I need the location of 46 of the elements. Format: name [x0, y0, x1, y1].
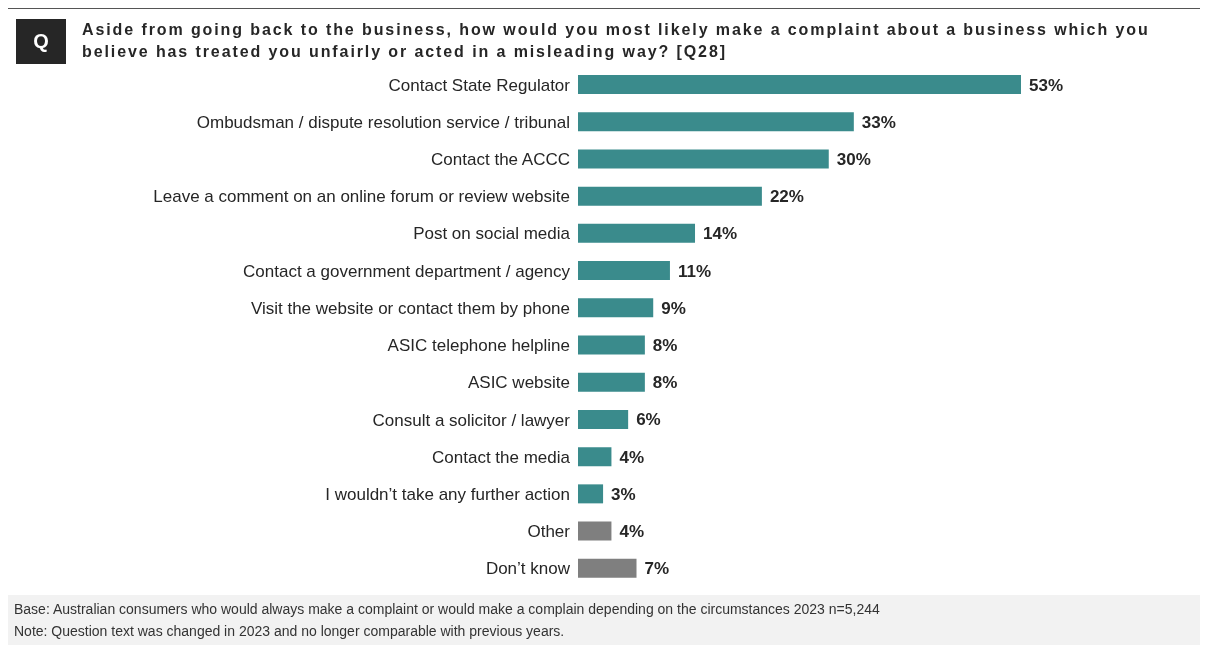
- question-badge: Q: [16, 19, 66, 64]
- text: Note: Question text was changed in 2023 and no longer comparable with previous years.: [14, 622, 566, 641]
- bar: [578, 521, 612, 541]
- bar: [578, 372, 645, 392]
- bar: [578, 149, 829, 169]
- y-tick-label: Post on social media: [413, 224, 571, 244]
- bar: [578, 75, 1021, 94]
- y-tick-label: I wouldn’t take any further action: [325, 485, 570, 504]
- data-label: 4%: [619, 522, 645, 542]
- bar: [578, 223, 696, 243]
- y-tick-label: Contact the ACCC: [431, 150, 570, 170]
- bar: [578, 186, 762, 206]
- bar: [578, 335, 645, 355]
- y-tick-label: Contact a government department / agency: [243, 261, 571, 281]
- data-label: 11%: [677, 261, 712, 281]
- bar: [578, 409, 629, 429]
- y-tick-label: ASIC website: [467, 373, 570, 393]
- y-tick-label: Other: [527, 522, 571, 542]
- data-label: 6%: [636, 410, 661, 430]
- chart-title: Aside from going back to the business, how would you most likely make a complaint about a business which you believe has treated you unfairly or acted in a misleading way? [Q28]: [82, 20, 1151, 62]
- bar: [578, 261, 670, 281]
- data-label: 53%: [1029, 75, 1064, 95]
- bar: [578, 112, 854, 132]
- bar: [578, 447, 612, 467]
- data-label: 14%: [703, 224, 738, 244]
- data-label: 9%: [661, 298, 686, 318]
- bar: [578, 558, 637, 578]
- data-label: 7%: [644, 559, 670, 579]
- bar: [578, 298, 654, 318]
- y-tick-label: Contact State Regulator: [388, 75, 571, 95]
- y-tick-label: Ombudsman / dispute resolution service / tribunal: [196, 112, 570, 132]
- y-tick-label: Visit the website or contact them by phone: [250, 298, 570, 318]
- data-label: 8%: [652, 373, 678, 393]
- data-label: 30%: [836, 149, 871, 169]
- data-label: 22%: [769, 187, 804, 207]
- data-label: 4%: [619, 447, 645, 467]
- bar: [578, 484, 604, 504]
- y-tick-label: Consult a solicitor / lawyer: [372, 410, 571, 430]
- data-label: 3%: [611, 484, 636, 504]
- y-tick-label: ASIC telephone helpline: [387, 336, 570, 356]
- y-tick-label: Leave a comment on an online forum or review website: [153, 187, 570, 207]
- data-label: 8%: [652, 336, 678, 356]
- data-label: 33%: [861, 112, 896, 132]
- y-tick-label: Don’t know: [485, 559, 571, 579]
- y-tick-label: Contact the media: [432, 447, 571, 467]
- text: Base: Australian consumers who would always make a complaint or would make a complain depending on the circumstances 2023 n=5,244: [14, 600, 881, 619]
